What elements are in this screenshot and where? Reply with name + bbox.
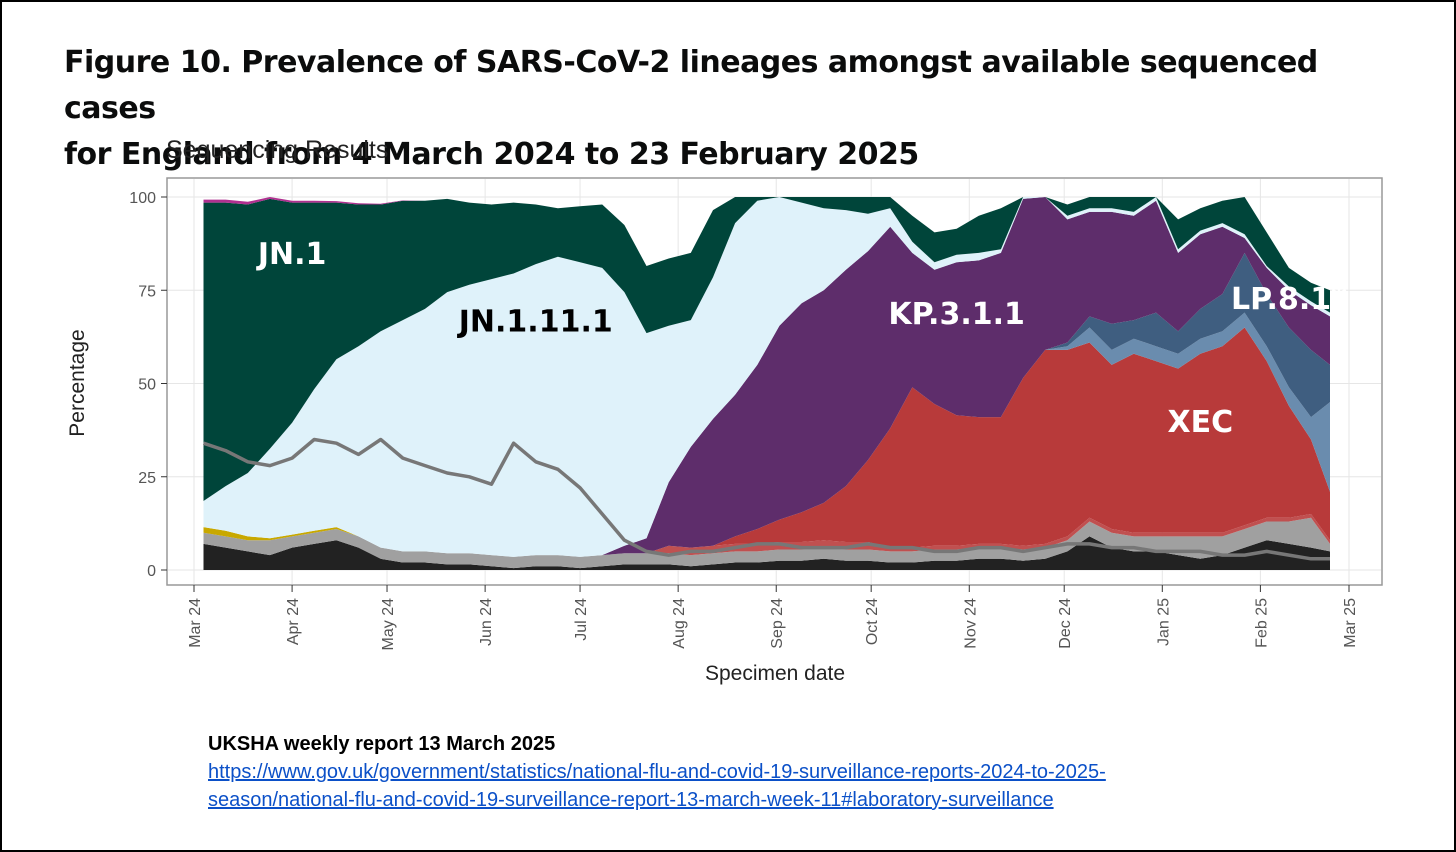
y-tick-label: 100 — [129, 190, 156, 207]
x-tick-label: Mar 24 — [187, 598, 204, 648]
y-axis: 0 25 50 75 100 — [129, 190, 167, 580]
x-tick-label: Jan 25 — [1155, 598, 1172, 646]
x-axis-title: Specimen date — [705, 662, 845, 685]
figure-title: Figure 10. Prevalence of SARS-CoV-2 line… — [64, 40, 1394, 178]
area-label: JN.1.11.1 — [457, 304, 613, 339]
x-tick-label: Nov 24 — [962, 598, 979, 649]
other-lineage-area — [203, 517, 1330, 569]
figure-title-line2: for England from 4 March 2024 to 23 Febr… — [64, 137, 919, 172]
trend-line-group — [202, 437, 1330, 561]
x-tick-label: Jun 24 — [478, 598, 495, 646]
other-lineage-area — [203, 312, 1330, 557]
y-tick-label: 0 — [147, 563, 156, 580]
trend-line — [202, 437, 1330, 561]
x-axis: Mar 24 Apr 24 May 24 Jun 24 Jul 24 Aug 24 Sep … — [187, 585, 1359, 650]
area-label: LP.8.1* — [1231, 282, 1347, 317]
x-tick-label: Dec 24 — [1057, 598, 1074, 649]
x-tick-label: Oct 24 — [864, 598, 881, 645]
y-tick-label: 25 — [138, 470, 156, 487]
stacked-areas — [203, 197, 1330, 570]
x-tick-label: Sep 24 — [769, 598, 786, 649]
xec-area — [203, 327, 1330, 557]
citation-title: UKSHA weekly report 13 March 2025 — [208, 733, 556, 755]
area-label: JN.1 — [256, 237, 327, 272]
area-label: XEC — [1167, 405, 1233, 440]
x-tick-label: Mar 25 — [1342, 598, 1359, 648]
x-tick-label: May 24 — [380, 598, 397, 651]
y-axis-title: Percentage — [66, 329, 89, 436]
jn-1-11-1-area — [203, 197, 1330, 557]
chart-subtitle: Sequencing Results — [166, 136, 389, 164]
x-tick-label: Jul 24 — [573, 598, 590, 641]
x-tick-label: Aug 24 — [671, 598, 688, 649]
citation-link-line2[interactable]: season/national-flu-and-covid-19-surveil… — [208, 789, 1054, 811]
y-tick-label: 75 — [138, 283, 156, 300]
area-label: KP.3.1.1 — [888, 297, 1025, 332]
other-lineage-area — [203, 536, 1330, 570]
x-tick-label: Apr 24 — [285, 598, 302, 645]
kp-3-1-1-area — [203, 197, 1330, 557]
area-labels: JN.1 JN.1.11.1 KP.3.1.1 LP.8.1* XEC — [256, 237, 1347, 440]
citation-link-line1[interactable]: https://www.gov.uk/government/statistics… — [208, 761, 1106, 783]
jn-1-area — [203, 197, 1330, 501]
figure-title-line1: Figure 10. Prevalence of SARS-CoV-2 line… — [64, 45, 1318, 126]
y-tick-label: 50 — [138, 377, 156, 394]
x-tick-label: Feb 25 — [1253, 598, 1270, 648]
citation: UKSHA weekly report 13 March 2025 https:… — [208, 730, 1208, 814]
